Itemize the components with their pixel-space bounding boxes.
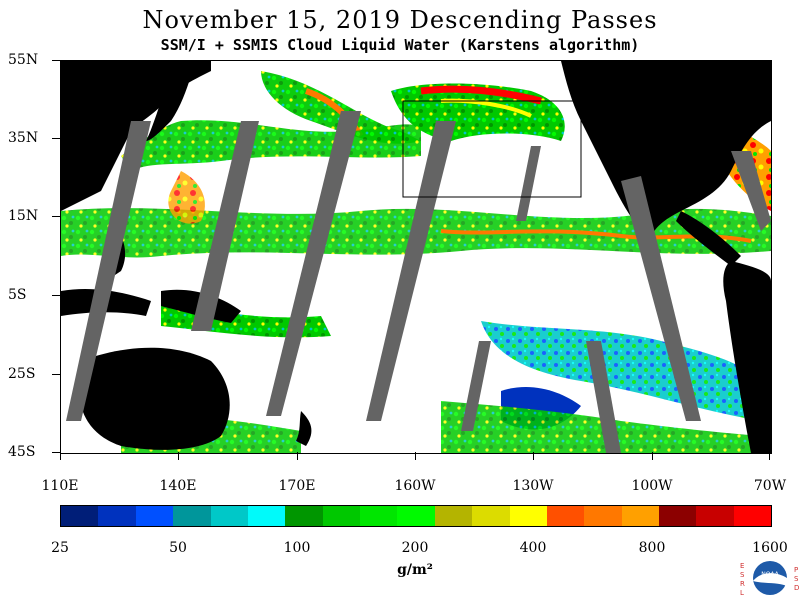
colorbar-segment <box>546 506 585 526</box>
logo-letter: D <box>794 584 799 592</box>
landmasses <box>61 61 771 453</box>
colorbar-label: 50 <box>169 540 187 556</box>
colorbar-segment <box>247 506 286 526</box>
lat-tick <box>52 452 60 453</box>
australia-landmass <box>78 347 230 450</box>
map-title: November 15, 2019 Descending Passes <box>142 6 658 34</box>
lon-label: 100W <box>631 478 673 494</box>
south-america-landmass <box>723 261 771 453</box>
logo-letter: S <box>740 571 745 579</box>
swath-gap <box>191 121 259 331</box>
colorbar-segment <box>659 506 697 526</box>
swath-gap <box>66 121 151 421</box>
colorbar-label: 25 <box>51 540 69 556</box>
lat-tick <box>52 138 60 139</box>
colorbar-label: 400 <box>519 540 547 556</box>
colorbar-label: 100 <box>283 540 311 556</box>
lat-tick <box>52 295 60 296</box>
swath-gap <box>586 341 621 453</box>
asia-landmass <box>61 61 211 211</box>
cloud-liquid-water-map <box>61 61 771 453</box>
colorbar-segment <box>397 506 435 526</box>
colorbar-segment <box>733 506 772 526</box>
logo-letter: E <box>740 562 744 570</box>
lat-label: 45S <box>8 444 36 460</box>
colorbar <box>60 505 772 527</box>
colorbar-segment <box>61 506 99 526</box>
colorbar-segment <box>472 506 510 526</box>
swath-gaps <box>66 111 771 453</box>
noaa-emblem-text: NOAA <box>761 571 779 578</box>
lat-tick <box>52 374 60 375</box>
region-box <box>402 100 582 198</box>
swath-gap <box>366 121 456 421</box>
colorbar-label: 800 <box>638 540 666 556</box>
swath-gap <box>461 341 491 431</box>
japan-landmass <box>146 71 191 141</box>
colorbar-segment <box>135 506 174 526</box>
swath-gap <box>621 176 701 421</box>
colorbar-label: 200 <box>401 540 429 556</box>
lon-tick <box>178 452 179 460</box>
lat-label: 35N <box>8 130 39 146</box>
lon-tick <box>652 452 653 460</box>
map-panel <box>60 60 772 454</box>
swath-gap <box>731 151 771 231</box>
colorbar-segment <box>696 506 734 526</box>
central-america-landmass <box>676 211 741 266</box>
lon-label: 130W <box>512 478 554 494</box>
colorbar-segment <box>434 506 473 526</box>
swath-gap <box>516 146 541 221</box>
logo-letter: P <box>794 566 798 574</box>
lon-tick <box>533 452 534 460</box>
noaa-esrl-psd-logo: E S R L NOAA P S D <box>740 561 799 597</box>
lat-label: 5S <box>8 287 27 303</box>
logo-letter: R <box>740 580 745 588</box>
lat-tick <box>52 216 60 217</box>
colorbar-segment <box>584 506 622 526</box>
colorbar-segment <box>210 506 248 526</box>
map-subtitle: SSM/I + SSMIS Cloud Liquid Water (Karste… <box>160 36 640 54</box>
colorbar-segment <box>285 506 323 526</box>
colorbar-segment <box>173 506 211 526</box>
colorbar-segment <box>621 506 659 526</box>
logo-letter: L <box>740 589 744 597</box>
noaa-emblem-wave <box>753 573 787 586</box>
colorbar-segment <box>322 506 360 526</box>
lon-label: 160W <box>394 478 436 494</box>
lat-tick <box>52 60 60 61</box>
new-zealand-landmass <box>296 411 312 446</box>
lon-tick <box>769 452 770 460</box>
lat-label: 15N <box>8 208 39 224</box>
lon-label: 70W <box>753 478 787 494</box>
swath-gap <box>266 111 361 416</box>
colorbar-label: 1600 <box>752 540 788 556</box>
lon-tick <box>415 452 416 460</box>
lon-label: 140E <box>159 478 197 494</box>
colorbar-units: g/m² <box>397 562 433 578</box>
north-america-landmass <box>561 61 771 241</box>
colorbar-segment <box>509 506 547 526</box>
lon-tick <box>60 452 61 460</box>
lat-label: 25S <box>8 366 36 382</box>
colorbar-segment <box>98 506 136 526</box>
lon-tick <box>297 452 298 460</box>
logo-letter: S <box>794 575 799 583</box>
lat-label: 55N <box>8 52 39 68</box>
colorbar-segment <box>360 506 398 526</box>
lon-label: 170E <box>278 478 316 494</box>
lon-label: 110E <box>41 478 79 494</box>
